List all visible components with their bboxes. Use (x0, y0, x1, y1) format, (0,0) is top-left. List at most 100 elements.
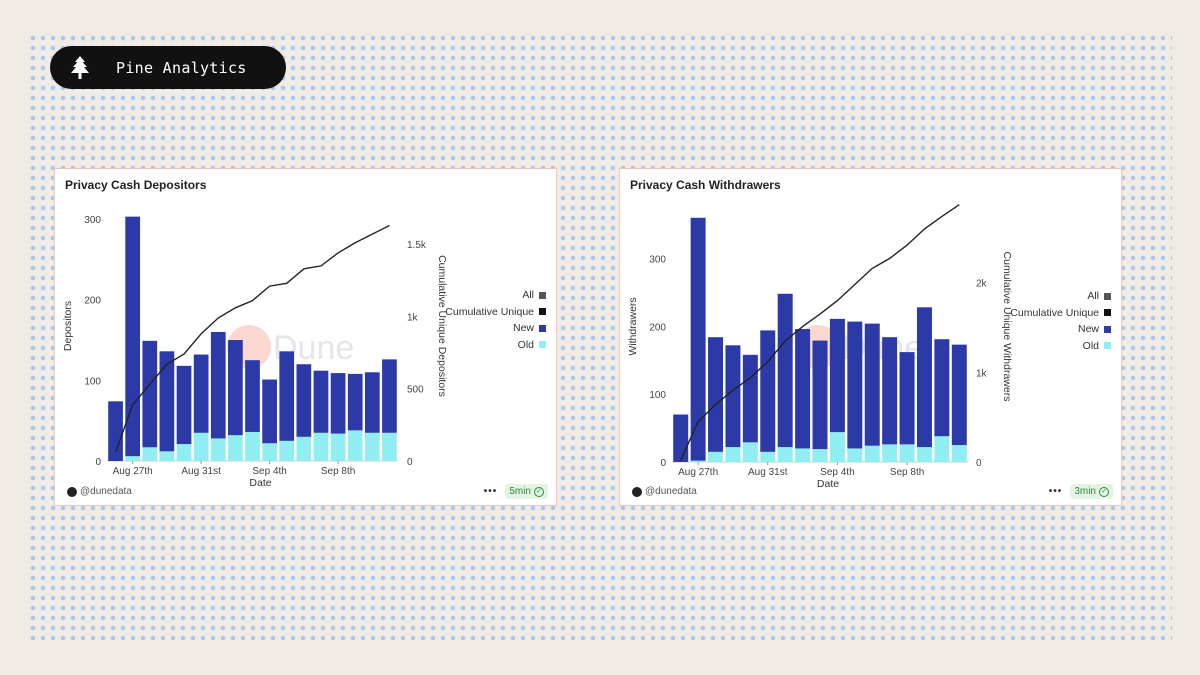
bar-old (708, 451, 724, 462)
bar-old (296, 436, 312, 461)
bar-new (829, 318, 845, 433)
more-options-icon[interactable]: ••• (1048, 486, 1063, 497)
y-tick-label: 0 (95, 457, 101, 468)
legend-item-cumulative[interactable]: Cumulative Unique (1010, 305, 1111, 322)
x-tick-label: Sep 4th (252, 466, 286, 477)
y-tick-label: 100 (649, 390, 666, 401)
bar-new (228, 340, 243, 436)
y2-tick-label: 0 (976, 458, 982, 469)
legend-item-new[interactable]: New (445, 320, 546, 337)
cumulative-line (680, 204, 960, 461)
bar-new (795, 329, 811, 449)
bar-old (847, 448, 863, 462)
bar-new (176, 365, 192, 445)
bar-new (159, 351, 175, 452)
bar-new (262, 379, 277, 444)
bar-new (125, 216, 141, 457)
bar-new (330, 373, 346, 434)
brand-badge: Pine Analytics (50, 46, 286, 89)
bar-old (330, 433, 346, 461)
bar-old (725, 447, 741, 462)
bar-new (864, 323, 880, 446)
y2-axis-label: Cumulative Unique Withdrawers (1001, 252, 1013, 402)
x-tick-label: Aug 27th (678, 467, 718, 478)
y-axis-label: Withdrawers (627, 297, 639, 355)
bar-new (708, 337, 724, 452)
bar-new (916, 307, 932, 448)
bar-old (210, 438, 226, 461)
more-options-icon[interactable]: ••• (483, 486, 498, 497)
bar-new (934, 339, 950, 437)
bar-old (812, 449, 828, 462)
bar-new (142, 340, 158, 448)
depositors-chart-card: Dune 0 100 200 300 0 500 1k 1.5k Aug 27th Aug 31st… (54, 168, 557, 506)
bar-new (210, 331, 226, 439)
legend-item-all[interactable]: All (1010, 288, 1111, 305)
bar-new (108, 401, 123, 461)
bar-new (245, 360, 260, 432)
legend-item-new[interactable]: New (1010, 321, 1111, 338)
bar-old (829, 432, 845, 462)
chart-title: Privacy Cash Depositors (65, 178, 207, 192)
chart-legend: All Cumulative Unique New Old (1010, 288, 1111, 354)
refresh-badge[interactable]: 3min ✓ (1070, 484, 1113, 499)
check-icon: ✓ (1099, 486, 1109, 497)
bar-old (313, 432, 329, 461)
legend-item-old[interactable]: Old (445, 337, 546, 354)
credit[interactable]: @dunedata (632, 486, 697, 497)
brand-name: Pine Analytics (116, 58, 247, 77)
bar-old (245, 431, 260, 461)
y2-tick-label: 0 (407, 457, 413, 468)
bar-new (812, 340, 828, 450)
bar-old (864, 445, 880, 462)
bar-old (742, 442, 758, 462)
x-axis-label: Date (249, 477, 271, 489)
bar-old (159, 451, 175, 461)
y2-tick-label: 1.5k (407, 240, 427, 251)
y-axis-label: Depositors (62, 301, 74, 351)
avatar-icon (632, 486, 642, 497)
bar-old (279, 440, 295, 461)
bar-new (313, 370, 329, 433)
bar-old (916, 447, 932, 462)
footer-actions: ••• 5min ✓ (484, 484, 548, 499)
y-tick-label: 300 (649, 254, 666, 265)
bar-old (934, 436, 950, 462)
bar-old (690, 460, 706, 462)
bar-old (176, 444, 192, 461)
bar-new (347, 373, 363, 431)
bar-old (951, 445, 967, 462)
y2-tick-label: 1k (976, 368, 988, 379)
legend-item-cumulative[interactable]: Cumulative Unique (445, 304, 546, 321)
bar-old (382, 432, 397, 461)
avatar-icon (67, 486, 77, 497)
x-tick-label: Aug 27th (113, 466, 153, 477)
refresh-badge[interactable]: 5min ✓ (505, 484, 548, 499)
y2-tick-label: 1k (407, 312, 419, 323)
bar-new (690, 217, 706, 461)
credit[interactable]: @dunedata (67, 486, 132, 497)
bar-old (364, 432, 380, 461)
legend-item-all[interactable]: All (445, 287, 546, 304)
bar-new (742, 354, 758, 443)
bar-old (193, 432, 209, 461)
bar-old (125, 456, 141, 461)
bar-new (193, 354, 209, 433)
pine-tree-icon (66, 54, 94, 82)
bar-new (382, 359, 397, 433)
bar-new (364, 372, 380, 433)
bar-old (795, 448, 811, 462)
bar-old (777, 447, 793, 462)
legend-item-old[interactable]: Old (1010, 338, 1111, 355)
bar-old (228, 435, 243, 461)
bar-new (882, 337, 898, 445)
chart-title: Privacy Cash Withdrawers (630, 178, 781, 192)
bar-new (725, 345, 741, 448)
bar-old (882, 444, 898, 462)
check-icon: ✓ (534, 486, 544, 497)
bar-new (777, 293, 793, 448)
y2-tick-label: 2k (976, 279, 988, 290)
bar-old (142, 447, 158, 461)
